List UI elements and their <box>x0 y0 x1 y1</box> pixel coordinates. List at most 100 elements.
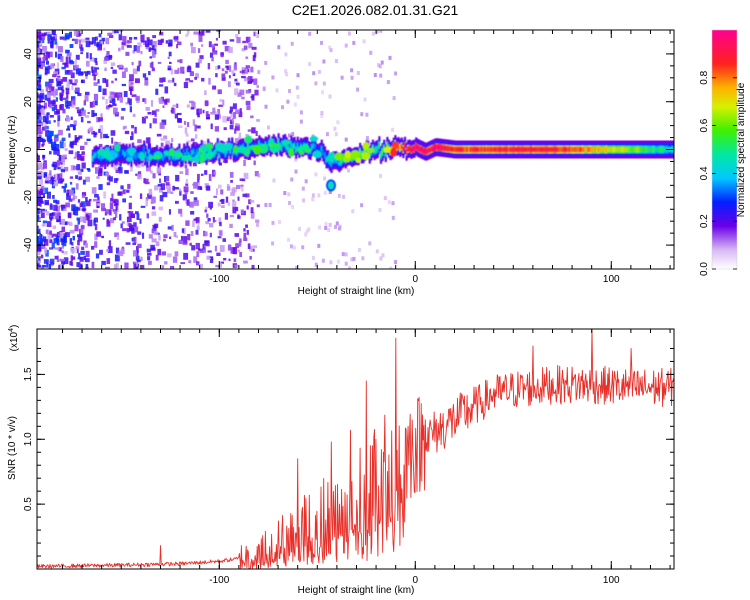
noise-cell <box>105 99 108 105</box>
noise-cell <box>46 114 49 119</box>
noise-cell <box>65 87 70 95</box>
noise-cell <box>250 66 254 73</box>
noise-cell <box>327 228 331 233</box>
noise-cell <box>173 36 179 40</box>
ridge-cell <box>458 147 461 152</box>
noise-cell <box>109 34 114 38</box>
noise-cell <box>50 139 53 144</box>
noise-cell <box>81 162 86 169</box>
ridge-cell <box>615 147 618 152</box>
ridge-cell <box>645 147 648 152</box>
noise-cell <box>196 182 201 186</box>
noise-cell <box>119 214 122 221</box>
noise-cell <box>51 163 55 167</box>
noise-cell <box>99 125 103 132</box>
noise-cell <box>118 47 121 52</box>
ridge-cell <box>411 146 415 152</box>
noise-cell <box>37 162 43 170</box>
noise-cell <box>80 52 83 55</box>
ridge-cell <box>607 147 610 152</box>
noise-cell <box>208 77 211 85</box>
ridge-cell <box>384 150 387 156</box>
noise-cell <box>42 193 45 198</box>
noise-cell <box>109 218 115 224</box>
ridge-cell <box>555 147 559 152</box>
noise-cell <box>151 67 155 72</box>
noise-cell <box>37 92 39 96</box>
noise-cell <box>203 249 206 252</box>
noise-cell <box>46 97 51 102</box>
ridge-cell <box>443 145 447 151</box>
noise-cell <box>264 104 268 109</box>
noise-cell <box>67 100 72 107</box>
noise-cell <box>134 126 137 134</box>
noise-cell <box>48 100 52 108</box>
noise-cell <box>37 36 41 42</box>
noise-cell <box>251 127 256 134</box>
noise-cell <box>101 37 105 42</box>
ridge-cell <box>567 147 570 152</box>
noise-cell <box>205 221 210 225</box>
noise-cell <box>37 228 41 233</box>
ridge-cell <box>183 150 186 155</box>
noise-cell <box>255 219 260 223</box>
ridge-cell <box>530 147 533 152</box>
spectrogram-y-tick-label: 40 <box>23 48 34 60</box>
noise-cell <box>190 138 195 142</box>
noise-cell <box>168 209 171 215</box>
ridge-cell <box>499 147 503 152</box>
noise-cell <box>229 39 235 42</box>
noise-cell <box>68 79 73 85</box>
noise-cell <box>47 34 52 41</box>
noise-cell <box>204 183 209 188</box>
noise-cell <box>191 47 196 54</box>
ridge-cell <box>407 146 410 152</box>
noise-cell <box>222 99 225 106</box>
noise-cell <box>140 50 143 55</box>
noise-cell <box>376 63 380 68</box>
ridge-cell <box>616 147 619 152</box>
noise-cell <box>41 33 46 37</box>
noise-cell <box>41 245 46 249</box>
ridge-cell <box>135 154 138 160</box>
noise-cell <box>85 215 90 221</box>
noise-cell <box>135 266 139 269</box>
noise-cell <box>44 66 49 71</box>
ridge-cell <box>626 147 629 152</box>
noise-cell <box>278 220 281 225</box>
noise-cell <box>294 157 298 162</box>
noise-cell <box>123 91 128 97</box>
noise-cell <box>78 135 83 139</box>
noise-cell <box>39 116 43 120</box>
noise-cell <box>62 178 65 182</box>
noise-cell <box>141 264 145 269</box>
ridge-cell <box>477 147 480 152</box>
noise-cell <box>44 125 47 131</box>
side-spot-core <box>328 181 334 190</box>
spectrogram-ridge <box>91 133 674 192</box>
noise-cell <box>257 173 261 178</box>
snr-y-tick-label: 1.0 <box>23 432 34 446</box>
noise-cell <box>253 79 257 85</box>
noise-cell <box>163 238 166 242</box>
noise-cell <box>179 59 183 64</box>
spectrogram-y-tick-label: 20 <box>23 96 34 108</box>
noise-cell <box>113 264 118 269</box>
noise-cell <box>71 38 75 41</box>
noise-cell <box>58 154 62 162</box>
noise-cell <box>211 44 215 49</box>
noise-cell <box>161 119 167 125</box>
noise-cell <box>328 94 332 99</box>
noise-cell <box>253 52 257 58</box>
ridge-cell <box>434 144 437 150</box>
noise-cell <box>135 250 139 256</box>
noise-cell <box>70 255 73 262</box>
noise-cell <box>183 120 187 125</box>
noise-cell <box>190 42 194 47</box>
noise-cell <box>48 78 54 83</box>
noise-cell <box>102 88 107 96</box>
noise-cell <box>154 185 159 191</box>
noise-cell <box>212 46 215 53</box>
noise-cell <box>234 264 239 268</box>
noise-cell <box>292 245 296 250</box>
